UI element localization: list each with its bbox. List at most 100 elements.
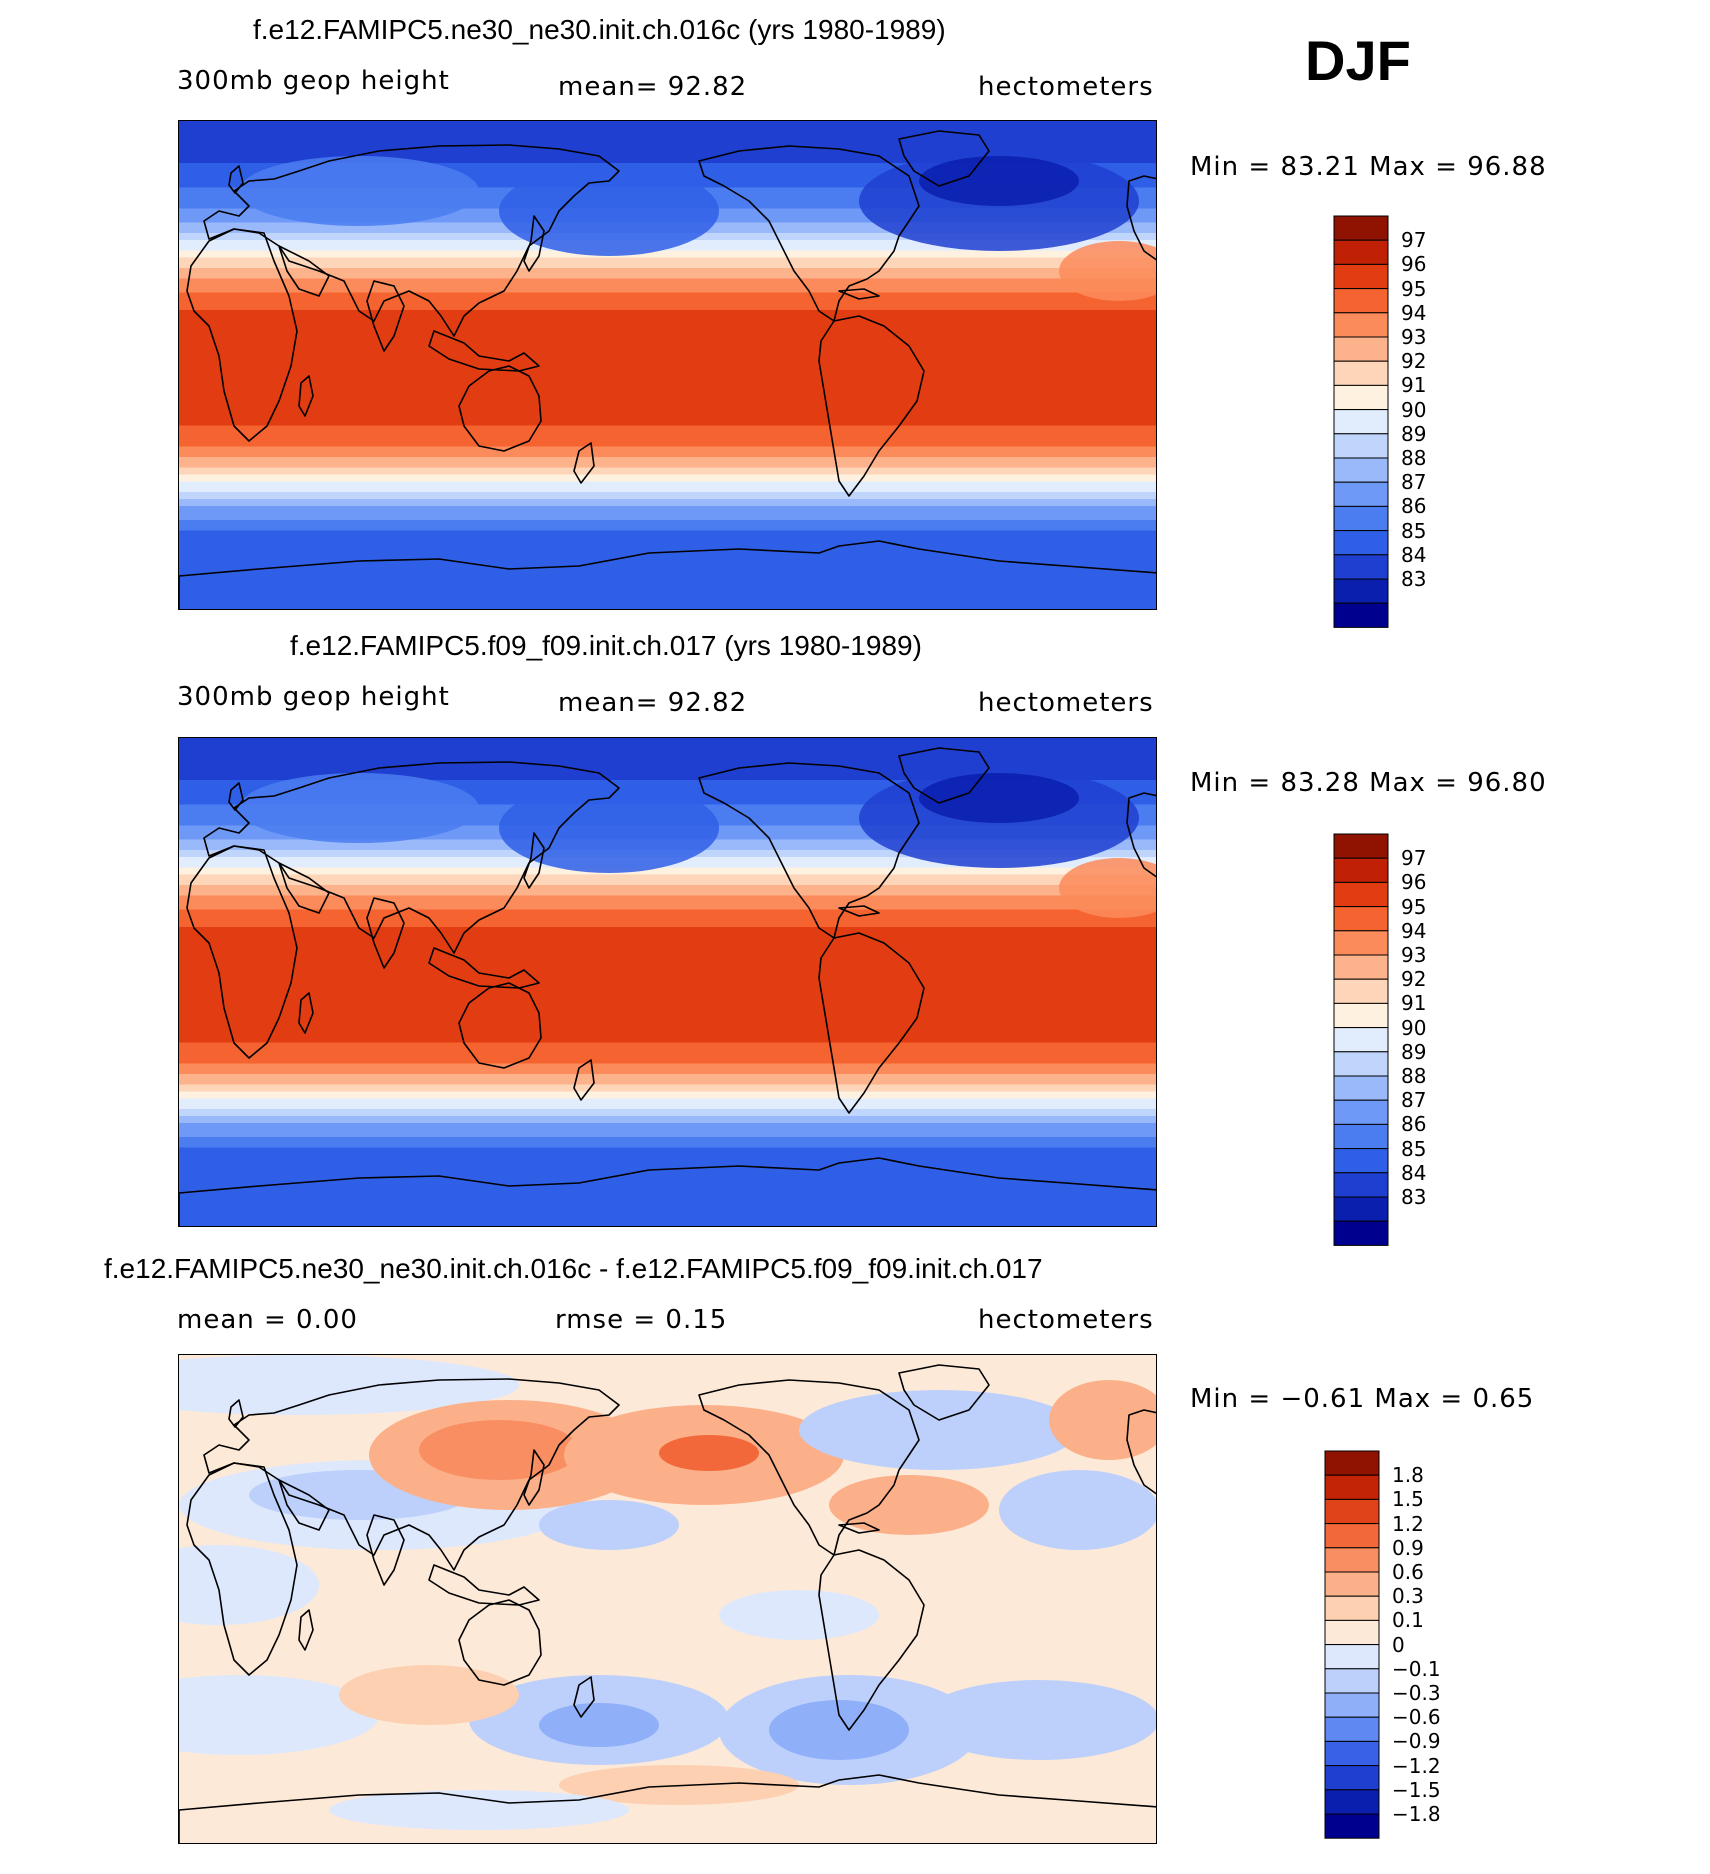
colorbar-tick-label: 85 bbox=[1401, 1136, 1427, 1161]
colorbar-tick-label: 91 bbox=[1401, 373, 1427, 398]
field-band bbox=[179, 1053, 1156, 1058]
field-band bbox=[179, 387, 1156, 392]
field-band bbox=[179, 1081, 1156, 1086]
field-band bbox=[179, 937, 1156, 942]
colorbar-swatch bbox=[1333, 1075, 1389, 1101]
field-band bbox=[179, 523, 1156, 528]
colorbar-tick-label: 1.2 bbox=[1392, 1511, 1424, 1536]
diff-anomaly bbox=[659, 1435, 759, 1471]
field-band bbox=[179, 170, 1156, 175]
field-band bbox=[179, 495, 1156, 500]
field-anomaly bbox=[1059, 241, 1156, 301]
colorbar-tick-label: 84 bbox=[1401, 542, 1427, 567]
colorbar-swatch bbox=[1333, 433, 1389, 459]
colorbar-swatch bbox=[1333, 360, 1389, 386]
colorbar-swatch bbox=[1324, 1498, 1380, 1525]
field-band bbox=[179, 163, 1156, 168]
field-band bbox=[179, 759, 1156, 764]
field-band bbox=[179, 359, 1156, 364]
field-band bbox=[179, 913, 1156, 918]
field-band bbox=[179, 923, 1156, 928]
field-band bbox=[179, 1161, 1156, 1166]
colorbar-tick-label: 0.3 bbox=[1392, 1584, 1424, 1609]
field-band bbox=[179, 376, 1156, 381]
field-band bbox=[179, 780, 1156, 785]
field-band bbox=[179, 453, 1156, 458]
field-band bbox=[179, 380, 1156, 385]
field-band bbox=[179, 418, 1156, 423]
field-band bbox=[179, 997, 1156, 1002]
field-band bbox=[179, 1112, 1156, 1117]
field-band bbox=[179, 1067, 1156, 1072]
field-band bbox=[179, 941, 1156, 946]
colorbar-swatch bbox=[1333, 881, 1389, 908]
field-band bbox=[179, 551, 1156, 556]
field-band bbox=[179, 958, 1156, 963]
field-band bbox=[179, 773, 1156, 778]
field-band bbox=[179, 962, 1156, 967]
colorbar-swatch bbox=[1324, 1547, 1380, 1573]
colorbar-swatch bbox=[1324, 1619, 1380, 1646]
field-band bbox=[179, 156, 1156, 161]
field-band bbox=[179, 1210, 1156, 1215]
colorbar-tick-label: −1.8 bbox=[1392, 1802, 1441, 1826]
field-band bbox=[179, 909, 1156, 914]
colorbar-swatch bbox=[1333, 578, 1389, 604]
colorbar-swatch bbox=[1333, 215, 1389, 241]
colorbar-swatch bbox=[1333, 906, 1389, 932]
field-band bbox=[179, 1116, 1156, 1121]
field-band bbox=[179, 401, 1156, 406]
field-band bbox=[179, 257, 1156, 262]
field-band bbox=[179, 327, 1156, 332]
colorbar-tick-label: 97 bbox=[1401, 228, 1427, 253]
field-band bbox=[179, 755, 1156, 760]
field-band bbox=[179, 1175, 1156, 1180]
colorbar-swatch bbox=[1333, 336, 1389, 362]
panel1-minmax-label: Min = 83.21 Max = 96.88 bbox=[1190, 152, 1547, 182]
field-band bbox=[179, 516, 1156, 521]
field-band bbox=[179, 1035, 1156, 1040]
field-band bbox=[179, 334, 1156, 339]
field-band bbox=[179, 579, 1156, 584]
colorbar-tick-label: 94 bbox=[1401, 300, 1427, 325]
panel2-map bbox=[178, 737, 1157, 1227]
diff-anomaly bbox=[829, 1475, 989, 1535]
field-band bbox=[179, 352, 1156, 357]
field-band bbox=[179, 313, 1156, 318]
colorbar-tick-label: 96 bbox=[1401, 870, 1427, 895]
field-band bbox=[179, 951, 1156, 956]
colorbar-swatch bbox=[1324, 1740, 1380, 1767]
field-band bbox=[179, 867, 1156, 872]
field-band bbox=[179, 1105, 1156, 1110]
field-band bbox=[179, 597, 1156, 602]
field-band bbox=[179, 766, 1156, 771]
colorbar-swatch bbox=[1333, 1002, 1389, 1029]
field-band bbox=[179, 1004, 1156, 1009]
field-band bbox=[179, 1130, 1156, 1135]
colorbar-swatch bbox=[1333, 1123, 1389, 1150]
colorbar-swatch bbox=[1333, 1027, 1389, 1053]
field-band bbox=[179, 345, 1156, 350]
colorbar-tick-label: 89 bbox=[1401, 1039, 1427, 1064]
field-band bbox=[179, 471, 1156, 476]
field-band bbox=[179, 341, 1156, 346]
field-band bbox=[179, 906, 1156, 911]
field-band bbox=[179, 247, 1156, 252]
diff-anomaly bbox=[329, 1790, 629, 1830]
field-band bbox=[179, 916, 1156, 921]
field-band bbox=[179, 415, 1156, 420]
field-band bbox=[179, 748, 1156, 753]
field-band bbox=[179, 422, 1156, 427]
colorbar-swatch bbox=[1333, 954, 1389, 980]
colorbar-tick-label: 90 bbox=[1401, 1015, 1427, 1040]
field-band bbox=[179, 1126, 1156, 1131]
field-band bbox=[179, 443, 1156, 448]
field-band bbox=[179, 1000, 1156, 1005]
field-band bbox=[179, 1084, 1156, 1089]
diff-anomaly bbox=[999, 1470, 1156, 1550]
diff-anomaly bbox=[179, 1355, 519, 1415]
field-band bbox=[179, 383, 1156, 388]
colorbar-swatch bbox=[1333, 1148, 1389, 1174]
field-band bbox=[179, 1074, 1156, 1079]
field-band bbox=[179, 955, 1156, 960]
